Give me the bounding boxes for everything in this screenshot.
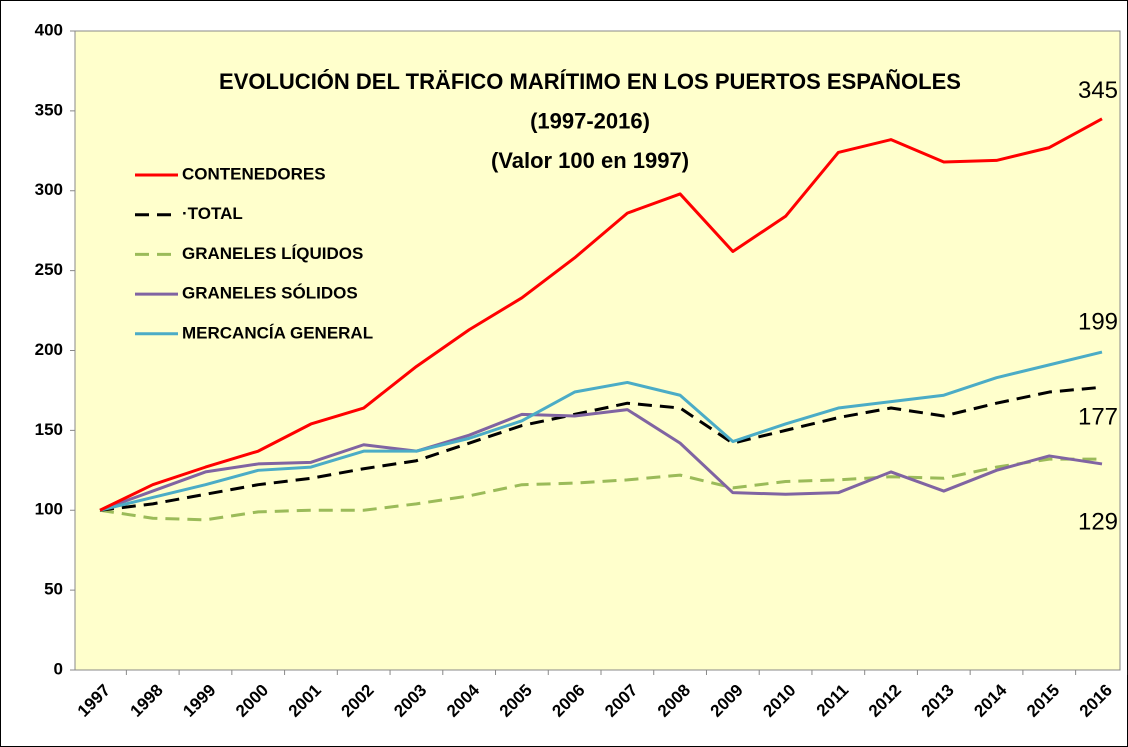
legend-label: CONTENEDORES [182,164,326,183]
y-tick-label: 100 [35,500,63,519]
y-tick-label: 250 [35,260,63,279]
y-tick-label: 300 [35,180,63,199]
y-tick-label: 150 [35,420,63,439]
legend-label: GRANELES LÍQUIDOS [182,244,363,263]
end-label: 177 [1078,404,1118,431]
series-line [99,408,1103,512]
y-tick-label: 350 [35,100,63,119]
chart-title: (1997-2016) [530,108,650,133]
end-label: 199 [1078,308,1118,335]
plot-area [74,30,1121,671]
y-tick-label: 50 [44,580,63,599]
chart-title: (Valor 100 en 1997) [491,148,689,173]
y-tick-label: 400 [35,20,63,39]
y-tick-label: 0 [54,659,63,678]
legend-label: ·TOTAL [182,204,243,223]
series-line [99,350,1103,512]
legend-label: MERCANCÍA GENERAL [182,323,373,342]
series-line [99,117,1103,512]
legend-label: GRANELES SÓLIDOS [182,284,358,303]
series-line [99,457,1102,522]
chart-title: EVOLUCIÓN DEL TRÄFICO MARÍTIMO EN LOS PU… [219,69,961,94]
y-tick-label: 200 [35,340,63,359]
end-label: 345 [1078,77,1118,104]
end-label: 129 [1078,508,1118,535]
series-line [99,385,1103,512]
